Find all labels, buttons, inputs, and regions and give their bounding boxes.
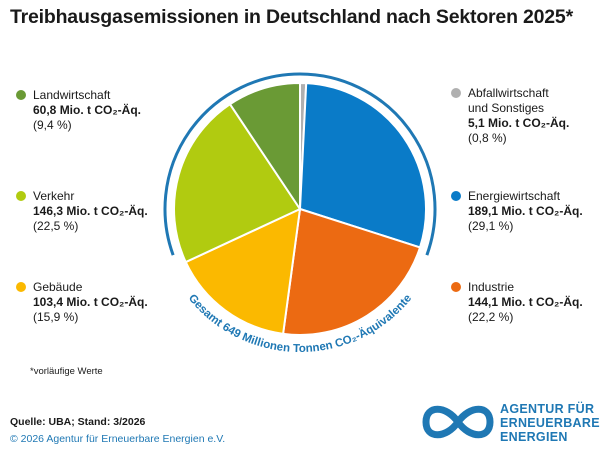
legend-energiewirtschaft: Energiewirtschaft 189,1 Mio. t CO₂-Äq. (…: [451, 189, 583, 234]
legend-value: 189,1 Mio. t CO₂-Äq.: [468, 204, 583, 218]
legend-dot-gebaeude: [16, 282, 26, 292]
legend-value: 146,3 Mio. t CO₂-Äq.: [33, 204, 148, 218]
legend-percent: (9,4 %): [33, 118, 72, 132]
legend-percent: (29,1 %): [468, 219, 514, 233]
legend-percent: (15,9 %): [33, 310, 79, 324]
source-line: Quelle: UBA; Stand: 3/2026: [10, 416, 146, 428]
pie-slice-landwirtschaft: [229, 82, 301, 210]
legend-name-line-1: Abfallwirtschaft: [468, 86, 549, 100]
legend-value: 5,1 Mio. t CO₂-Äq.: [468, 116, 570, 130]
legend-percent: (22,5 %): [33, 219, 79, 233]
organization-logo-text: AGENTUR FÜR ERNEUERBARE ENERGIEN: [500, 402, 600, 444]
outer-ring: [163, 72, 437, 256]
legend-dot-landwirtschaft: [16, 90, 26, 100]
copyright-line: © 2026 Agentur für Erneuerbare Energien …: [10, 433, 226, 445]
legend-value: 103,4 Mio. t CO₂-Äq.: [33, 295, 148, 309]
legend-name: Verkehr: [33, 189, 75, 203]
legend-dot-industrie: [451, 282, 461, 292]
pie-slice-industrie: [282, 208, 421, 336]
legend-dot-energiewirtschaft: [451, 191, 461, 201]
logo-line-1: AGENTUR FÜR: [500, 402, 595, 416]
legend-value: 60,8 Mio. t CO₂-Äq.: [33, 103, 142, 117]
legend-name: Gebäude: [33, 280, 83, 294]
logo-line-2: ERNEUERBARE: [500, 416, 600, 430]
pie-slice-verkehr: [173, 103, 301, 264]
legend-name-line-2: und Sonstiges: [468, 101, 545, 115]
footnote: *vorläufige Werte: [30, 366, 103, 377]
legend-dot-abfallwirtschaft: [451, 88, 461, 98]
legend-name: Industrie: [468, 280, 515, 294]
pie-slice-gebäude: [184, 208, 301, 335]
legend-abfallwirtschaft: Abfallwirtschaft und Sonstiges 5,1 Mio. …: [451, 86, 570, 146]
legend-percent: (22,2 %): [468, 310, 514, 324]
legend-percent: (0,8 %): [468, 131, 507, 145]
legend-verkehr: Verkehr 146,3 Mio. t CO₂-Äq. (22,5 %): [16, 189, 148, 234]
pie-slice-energiewirtschaft: [299, 82, 427, 249]
legend-dot-verkehr: [16, 191, 26, 201]
legend-name: Landwirtschaft: [33, 88, 111, 102]
chart-title: Treibhausgasemissionen in Deutschland na…: [10, 6, 573, 28]
legend-gebaeude: Gebäude 103,4 Mio. t CO₂-Äq. (15,9 %): [16, 280, 148, 325]
legend-value: 144,1 Mio. t CO₂-Äq.: [468, 295, 583, 309]
legend-name: Energiewirtschaft: [468, 189, 561, 203]
legend-landwirtschaft: Landwirtschaft 60,8 Mio. t CO₂-Äq. (9,4 …: [16, 88, 142, 133]
logo-line-3: ENERGIEN: [500, 430, 568, 444]
legend-industrie: Industrie 144,1 Mio. t CO₂-Äq. (22,2 %): [451, 280, 583, 325]
